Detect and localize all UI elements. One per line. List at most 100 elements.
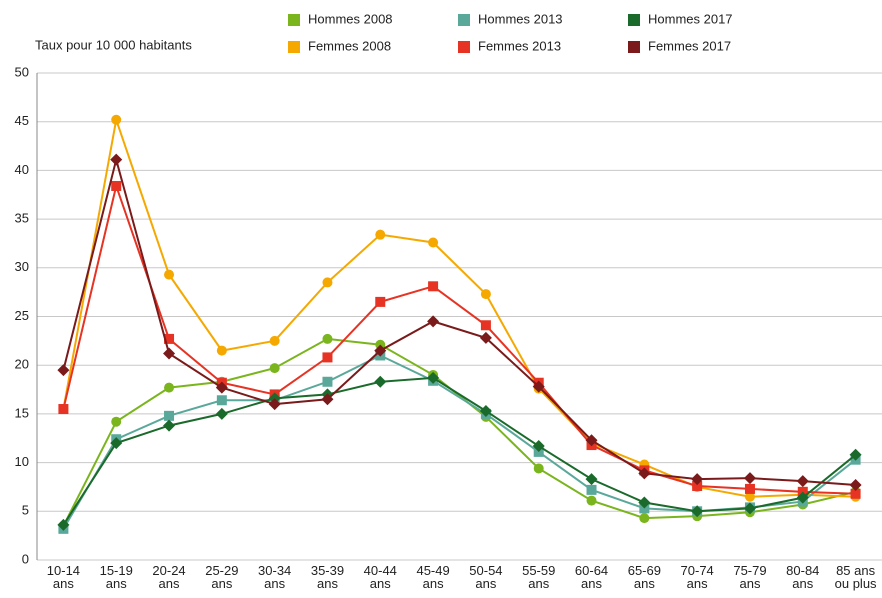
point bbox=[111, 416, 122, 427]
point bbox=[638, 496, 651, 509]
point bbox=[163, 347, 176, 360]
point bbox=[479, 404, 492, 417]
point bbox=[849, 479, 862, 492]
point bbox=[321, 393, 334, 406]
x-tick-label: 35-39 ans bbox=[311, 563, 344, 591]
x-tick-label: 65-69 ans bbox=[628, 563, 661, 591]
point bbox=[164, 410, 175, 421]
legend-swatch bbox=[288, 41, 300, 53]
x-tick-label: 30-34 ans bbox=[258, 563, 291, 591]
point bbox=[216, 395, 227, 406]
legend-swatch bbox=[628, 14, 640, 26]
series-line bbox=[62, 115, 856, 498]
legend-swatch bbox=[458, 41, 470, 53]
point bbox=[849, 448, 862, 461]
point bbox=[480, 289, 491, 300]
legend-swatch bbox=[288, 14, 300, 26]
x-tick-label: 45-49 ans bbox=[416, 563, 449, 591]
point bbox=[110, 153, 123, 166]
point bbox=[58, 404, 69, 415]
point bbox=[691, 473, 704, 486]
y-tick-label: 5 bbox=[22, 503, 29, 518]
point bbox=[428, 281, 439, 292]
x-tick-label: 75-79 ans bbox=[733, 563, 766, 591]
series-line bbox=[62, 155, 856, 486]
point bbox=[532, 380, 545, 393]
point bbox=[164, 333, 175, 344]
series-line bbox=[62, 376, 857, 526]
y-tick-label: 45 bbox=[15, 113, 29, 128]
point bbox=[215, 407, 228, 420]
point bbox=[533, 463, 544, 474]
point bbox=[691, 505, 704, 518]
x-tick-label: 80-84 ans bbox=[786, 563, 819, 591]
point bbox=[586, 495, 597, 506]
legend-swatch bbox=[628, 41, 640, 53]
y-tick-label: 10 bbox=[15, 454, 29, 469]
point bbox=[164, 382, 175, 393]
point bbox=[374, 375, 387, 388]
y-tick-label: 35 bbox=[15, 211, 29, 226]
point bbox=[428, 237, 439, 248]
series-line bbox=[62, 337, 856, 527]
point bbox=[744, 491, 755, 502]
point bbox=[639, 513, 650, 524]
point bbox=[743, 472, 756, 485]
point bbox=[269, 363, 280, 374]
x-tick-label: 50-54 ans bbox=[469, 563, 502, 591]
y-tick-label: 0 bbox=[22, 551, 29, 566]
x-tick-label: 70-74 ans bbox=[681, 563, 714, 591]
legend-swatch bbox=[458, 14, 470, 26]
point bbox=[532, 440, 545, 453]
point bbox=[111, 180, 122, 191]
point bbox=[743, 502, 756, 515]
point bbox=[215, 381, 228, 394]
point bbox=[692, 480, 703, 491]
point bbox=[322, 376, 333, 387]
point bbox=[585, 434, 598, 447]
point bbox=[480, 320, 491, 331]
point bbox=[164, 269, 175, 280]
y-tick-label: 40 bbox=[15, 162, 29, 177]
x-tick-label: 60-64 ans bbox=[575, 563, 608, 591]
legend-label: Hommes 2008 bbox=[308, 11, 393, 26]
point bbox=[638, 467, 651, 480]
point bbox=[796, 491, 809, 504]
point bbox=[163, 419, 176, 432]
y-axis-title: Taux pour 10 000 habitants bbox=[35, 37, 192, 52]
y-tick-label: 50 bbox=[15, 64, 29, 79]
point bbox=[216, 345, 227, 356]
point bbox=[375, 296, 386, 307]
x-tick-label: 25-29 ans bbox=[205, 563, 238, 591]
series-line bbox=[62, 354, 857, 530]
point bbox=[427, 371, 440, 384]
point bbox=[796, 475, 809, 488]
point bbox=[374, 344, 387, 357]
point bbox=[744, 483, 755, 494]
point bbox=[322, 352, 333, 363]
y-tick-label: 25 bbox=[15, 308, 29, 323]
x-tick-label: 20-24 ans bbox=[152, 563, 185, 591]
x-tick-label: 10-14 ans bbox=[47, 563, 80, 591]
point bbox=[375, 229, 386, 240]
point bbox=[850, 488, 861, 499]
point bbox=[57, 518, 70, 531]
point bbox=[585, 473, 598, 486]
point bbox=[268, 398, 281, 411]
point bbox=[269, 335, 280, 346]
point bbox=[427, 315, 440, 328]
legend-label: Femmes 2017 bbox=[648, 38, 731, 53]
point bbox=[322, 333, 333, 344]
point bbox=[57, 364, 70, 377]
y-tick-label: 20 bbox=[15, 357, 29, 372]
legend-label: Hommes 2017 bbox=[648, 11, 733, 26]
point bbox=[586, 484, 597, 495]
y-tick-label: 30 bbox=[15, 259, 29, 274]
legend-label: Femmes 2013 bbox=[478, 38, 561, 53]
x-tick-label: 85 ans ou plus bbox=[835, 563, 877, 591]
point bbox=[322, 277, 333, 288]
x-tick-label: 55-59 ans bbox=[522, 563, 555, 591]
point bbox=[479, 331, 492, 344]
